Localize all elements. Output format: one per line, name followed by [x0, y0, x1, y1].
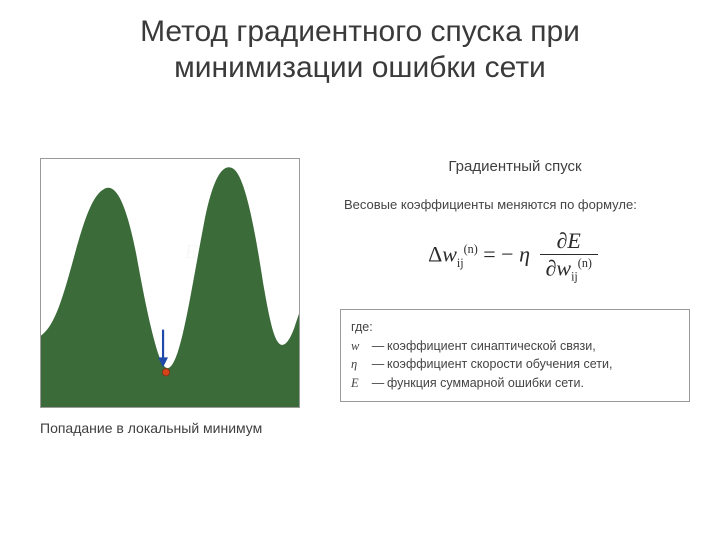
- formula-den-sup: (n): [578, 256, 592, 270]
- legend-symbol: η: [351, 355, 369, 374]
- legend-symbol: w: [351, 337, 369, 356]
- slide: Метод градиентного спуска при минимизаци…: [0, 0, 720, 540]
- legend-desc: функция суммарной ошибки сети.: [387, 374, 584, 393]
- formula-lhs-sup: (n): [464, 242, 478, 256]
- E-label: E: [184, 241, 197, 263]
- local-minimum-ball: [162, 369, 169, 376]
- legend-row: w — коэффициент синаптической связи,: [351, 337, 679, 356]
- formula-num: ∂E: [557, 228, 581, 253]
- legend-dash: —: [369, 374, 387, 393]
- formula-fraction: ∂E ∂wij(n): [540, 230, 598, 283]
- title-line-2: минимизации ошибки сети: [174, 51, 546, 84]
- subheading: Градиентный спуск: [340, 158, 690, 175]
- chart-svg: E: [41, 159, 299, 407]
- legend-desc: коэффициент синаптической связи,: [387, 337, 596, 356]
- weight-update-formula: Δwij(n) = − η ∂E ∂wij(n): [340, 230, 690, 283]
- formula-eq: = −: [483, 241, 519, 266]
- legend-row: E — функция суммарной ошибки сети.: [351, 374, 679, 393]
- gradient-landscape-chart: E: [40, 158, 300, 408]
- legend-dash: —: [369, 355, 387, 374]
- legend-desc: коэффициент скорости обучения сети,: [387, 355, 612, 374]
- legend-box: где: w — коэффициент синаптической связи…: [340, 309, 690, 402]
- formula-lhs-sub: ij: [457, 256, 464, 270]
- legend-symbol: E: [351, 374, 369, 393]
- formula-w: w: [442, 241, 457, 266]
- formula-den-dw: ∂w: [546, 255, 572, 280]
- legend-row: η — коэффициент скорости обучения сети,: [351, 355, 679, 374]
- right-column: Градиентный спуск Весовые коэффициенты м…: [340, 158, 690, 402]
- subdesc: Весовые коэффициенты меняются по формуле…: [344, 197, 690, 212]
- chart-caption: Попадание в локальный минимум: [40, 420, 300, 436]
- formula-den-sub: ij: [571, 270, 578, 284]
- formula-eta: η: [519, 241, 530, 266]
- formula-delta: Δ: [428, 241, 442, 266]
- page-title: Метод градиентного спуска при минимизаци…: [30, 14, 690, 86]
- title-line-1: Метод градиентного спуска при: [140, 15, 580, 48]
- legend-header: где:: [351, 318, 679, 337]
- legend-dash: —: [369, 337, 387, 356]
